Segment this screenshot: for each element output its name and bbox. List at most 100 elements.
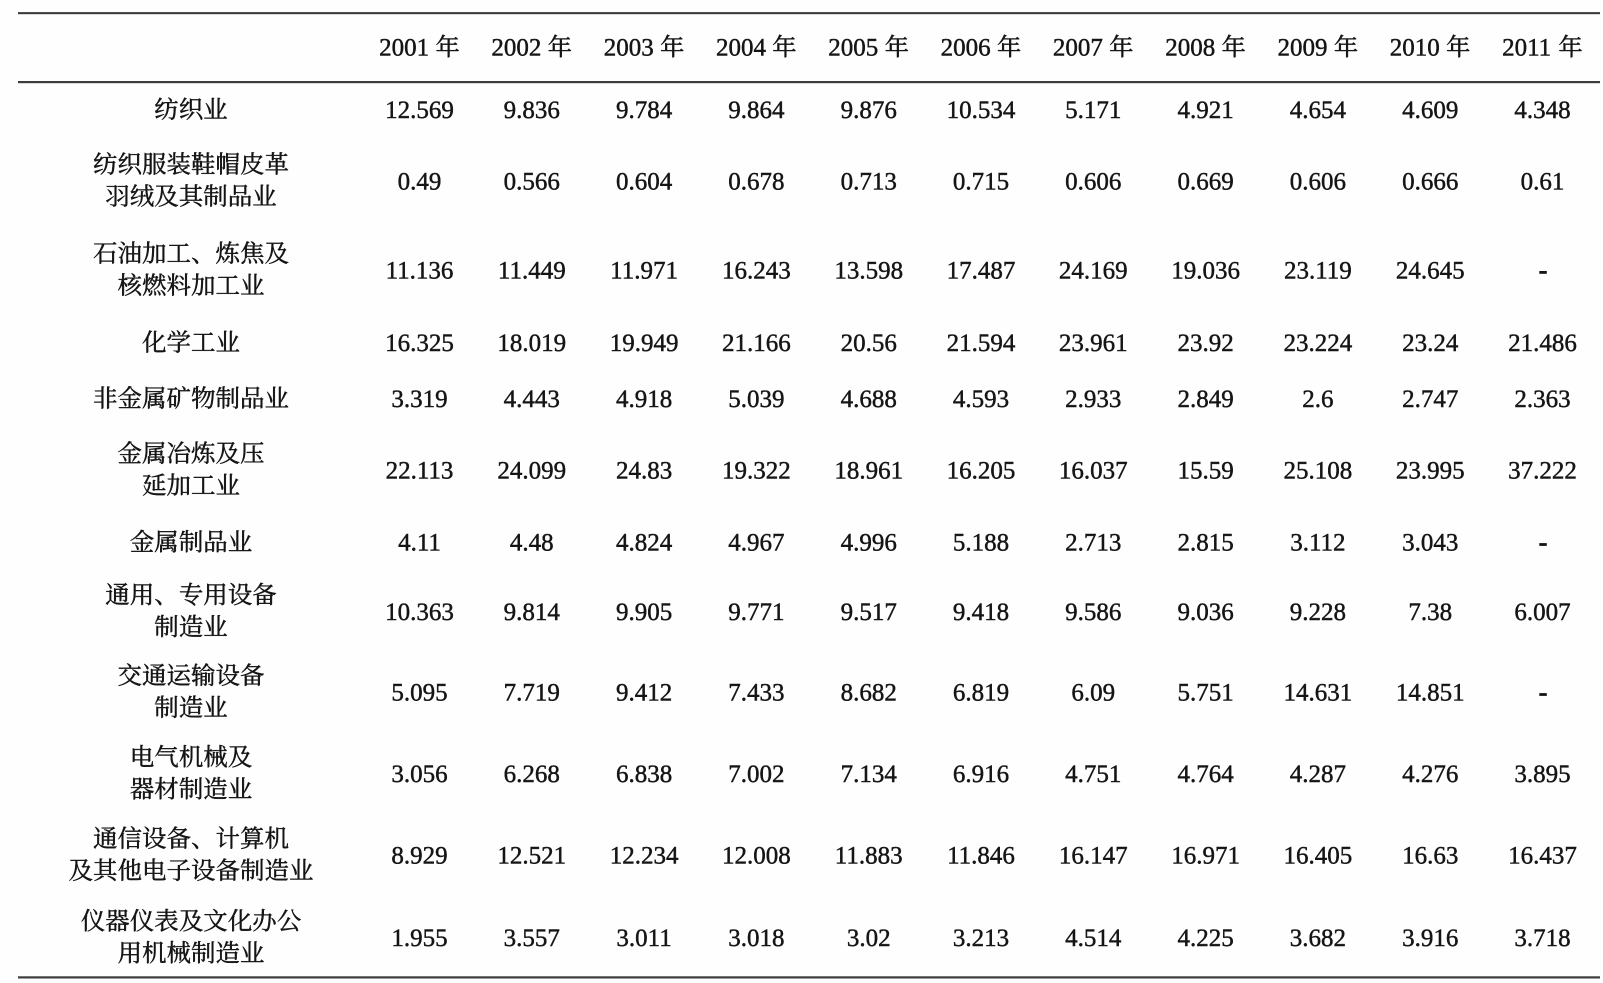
- svg-text:4.514: 4.514: [1065, 925, 1122, 952]
- svg-text:4.824: 4.824: [616, 530, 673, 557]
- svg-text:23.119: 23.119: [1284, 257, 1352, 284]
- svg-text:0.566: 0.566: [504, 168, 560, 195]
- svg-text:6.09: 6.09: [1071, 680, 1115, 707]
- svg-text:2011: 2011: [1502, 35, 1551, 62]
- svg-text:3.319: 3.319: [391, 386, 447, 413]
- svg-text:7.002: 7.002: [728, 761, 784, 788]
- svg-text:16.205: 16.205: [947, 457, 1016, 484]
- svg-text:9.036: 9.036: [1177, 599, 1233, 626]
- svg-text:9.412: 9.412: [616, 680, 672, 707]
- svg-text:10.363: 10.363: [385, 599, 454, 626]
- svg-text:9.836: 9.836: [504, 97, 560, 124]
- svg-text:4.48: 4.48: [510, 530, 554, 557]
- svg-text:2007: 2007: [1053, 35, 1103, 62]
- svg-text:23.961: 23.961: [1059, 330, 1128, 357]
- svg-text:4.996: 4.996: [841, 530, 897, 557]
- svg-text:24.169: 24.169: [1059, 257, 1128, 284]
- svg-text:5.095: 5.095: [391, 680, 447, 707]
- svg-text:2.815: 2.815: [1177, 530, 1233, 557]
- svg-text:2009: 2009: [1278, 35, 1328, 62]
- svg-text:0.713: 0.713: [841, 168, 897, 195]
- svg-text:5.171: 5.171: [1065, 97, 1121, 124]
- svg-text:2.849: 2.849: [1177, 386, 1233, 413]
- svg-text:3.916: 3.916: [1402, 925, 1458, 952]
- svg-text:11.136: 11.136: [386, 257, 454, 284]
- svg-text:3.682: 3.682: [1290, 925, 1346, 952]
- svg-text:14.631: 14.631: [1284, 680, 1353, 707]
- svg-text:4.751: 4.751: [1065, 761, 1121, 788]
- svg-text:6.268: 6.268: [504, 761, 560, 788]
- svg-text:6.916: 6.916: [953, 761, 1009, 788]
- svg-text:0.678: 0.678: [728, 168, 784, 195]
- svg-text:11.449: 11.449: [498, 257, 566, 284]
- svg-text:9.586: 9.586: [1065, 599, 1121, 626]
- svg-text:3.112: 3.112: [1290, 530, 1345, 557]
- svg-text:2002: 2002: [491, 35, 541, 62]
- svg-text:4.593: 4.593: [953, 386, 1009, 413]
- svg-text:19.322: 19.322: [722, 457, 791, 484]
- svg-text:6.838: 6.838: [616, 761, 672, 788]
- svg-text:12.008: 12.008: [722, 843, 791, 870]
- svg-text:7.134: 7.134: [841, 761, 898, 788]
- svg-text:3.895: 3.895: [1514, 761, 1570, 788]
- svg-text:3.018: 3.018: [728, 925, 784, 952]
- svg-text:9.784: 9.784: [616, 97, 673, 124]
- svg-text:9.418: 9.418: [953, 599, 1009, 626]
- svg-text:11.883: 11.883: [835, 843, 903, 870]
- svg-text:12.569: 12.569: [385, 97, 454, 124]
- svg-text:4.764: 4.764: [1177, 761, 1234, 788]
- svg-text:4.11: 4.11: [398, 530, 441, 557]
- svg-text:0.666: 0.666: [1402, 168, 1458, 195]
- svg-text:25.108: 25.108: [1284, 457, 1353, 484]
- svg-text:23.24: 23.24: [1402, 330, 1459, 357]
- svg-text:4.225: 4.225: [1177, 925, 1233, 952]
- svg-text:4.443: 4.443: [504, 386, 560, 413]
- svg-text:2003: 2003: [604, 35, 654, 62]
- svg-text:3.011: 3.011: [616, 925, 671, 952]
- svg-text:20.56: 20.56: [841, 330, 897, 357]
- svg-text:16.405: 16.405: [1284, 843, 1353, 870]
- svg-text:2.363: 2.363: [1514, 386, 1570, 413]
- svg-text:4.276: 4.276: [1402, 761, 1458, 788]
- svg-text:2001: 2001: [379, 35, 429, 62]
- svg-text:9.517: 9.517: [841, 599, 897, 626]
- svg-text:9.771: 9.771: [728, 599, 784, 626]
- svg-text:17.487: 17.487: [947, 257, 1016, 284]
- svg-text:19.949: 19.949: [610, 330, 679, 357]
- svg-text:12.521: 12.521: [497, 843, 566, 870]
- svg-text:4.688: 4.688: [841, 386, 897, 413]
- svg-text:15.59: 15.59: [1177, 457, 1233, 484]
- svg-text:4.348: 4.348: [1514, 97, 1570, 124]
- svg-text:2006: 2006: [941, 35, 991, 62]
- svg-text:16.243: 16.243: [722, 257, 791, 284]
- svg-text:11.971: 11.971: [610, 257, 678, 284]
- svg-text:0.49: 0.49: [398, 168, 442, 195]
- svg-text:21.166: 21.166: [722, 330, 791, 357]
- svg-text:8.682: 8.682: [841, 680, 897, 707]
- svg-text:6.007: 6.007: [1514, 599, 1570, 626]
- svg-text:0.606: 0.606: [1290, 168, 1346, 195]
- svg-text:9.228: 9.228: [1290, 599, 1346, 626]
- svg-text:21.486: 21.486: [1508, 330, 1577, 357]
- svg-text:16.971: 16.971: [1171, 843, 1240, 870]
- svg-text:23.995: 23.995: [1396, 457, 1465, 484]
- svg-text:16.147: 16.147: [1059, 843, 1128, 870]
- svg-text:37.222: 37.222: [1508, 457, 1577, 484]
- svg-text:18.961: 18.961: [834, 457, 903, 484]
- svg-text:16.037: 16.037: [1059, 457, 1128, 484]
- svg-text:7.38: 7.38: [1408, 599, 1452, 626]
- svg-text:3.02: 3.02: [847, 925, 891, 952]
- svg-text:4.609: 4.609: [1402, 97, 1458, 124]
- svg-text:2005: 2005: [828, 35, 878, 62]
- svg-text:22.113: 22.113: [386, 457, 454, 484]
- svg-text:4.921: 4.921: [1177, 97, 1233, 124]
- svg-text:1.955: 1.955: [391, 925, 447, 952]
- svg-text:10.534: 10.534: [947, 97, 1016, 124]
- svg-text:8.929: 8.929: [391, 843, 447, 870]
- svg-text:3.718: 3.718: [1514, 925, 1570, 952]
- svg-text:12.234: 12.234: [610, 843, 679, 870]
- svg-text:9.876: 9.876: [841, 97, 897, 124]
- svg-text:23.224: 23.224: [1284, 330, 1353, 357]
- svg-text:2004: 2004: [716, 35, 767, 62]
- svg-text:4.287: 4.287: [1290, 761, 1346, 788]
